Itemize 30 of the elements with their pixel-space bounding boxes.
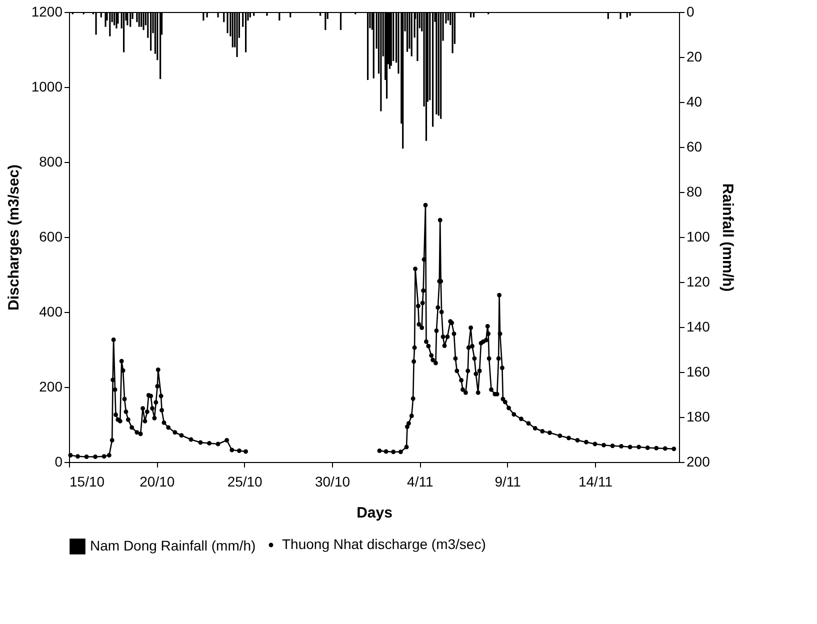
y2-tick-label: 80 — [686, 184, 702, 200]
x-axis-title: Days — [356, 504, 392, 522]
y2-tick-label: 180 — [686, 408, 710, 424]
y-tick-label: 800 — [39, 154, 63, 170]
y2-tick-label: 200 — [686, 454, 710, 470]
y-tick-label: 400 — [39, 304, 63, 320]
y2-tick-label: 40 — [686, 94, 702, 110]
x-tick-label: 25/10 — [227, 474, 263, 490]
x-tick-label: 14/11 — [578, 474, 613, 490]
y2-tick-label: 60 — [686, 138, 702, 154]
y2-tick-label: 20 — [686, 48, 702, 64]
x-tick-label: 4/11 — [407, 474, 434, 490]
y-tick-label: 1000 — [31, 78, 63, 94]
y-axis-title: Discharges (m3/sec) — [5, 164, 22, 310]
y-tick-label: 1200 — [31, 4, 63, 20]
legend-label: Nam Dong Rainfall (mm/h) — [90, 538, 256, 554]
y2-tick-label: 160 — [686, 364, 710, 380]
y-tick-label: 600 — [39, 228, 63, 244]
y-tick-label: 200 — [39, 378, 63, 394]
x-tick-label: 9/11 — [494, 474, 522, 490]
y2-tick-label: 140 — [686, 318, 710, 334]
y2-tick-label: 0 — [686, 4, 694, 20]
y2-tick-label: 120 — [686, 274, 710, 290]
y2-tick-label: 100 — [686, 228, 710, 244]
x-tick-label: 15/10 — [70, 474, 105, 490]
y2-axis-title: Rainfall (mm/h) — [718, 183, 736, 292]
x-tick-label: 20/10 — [140, 474, 175, 490]
x-tick-label: 30/10 — [314, 474, 350, 490]
y-tick-label: 0 — [54, 454, 63, 470]
legend-label: Thuong Nhat discharge (m3/sec) — [282, 536, 486, 552]
